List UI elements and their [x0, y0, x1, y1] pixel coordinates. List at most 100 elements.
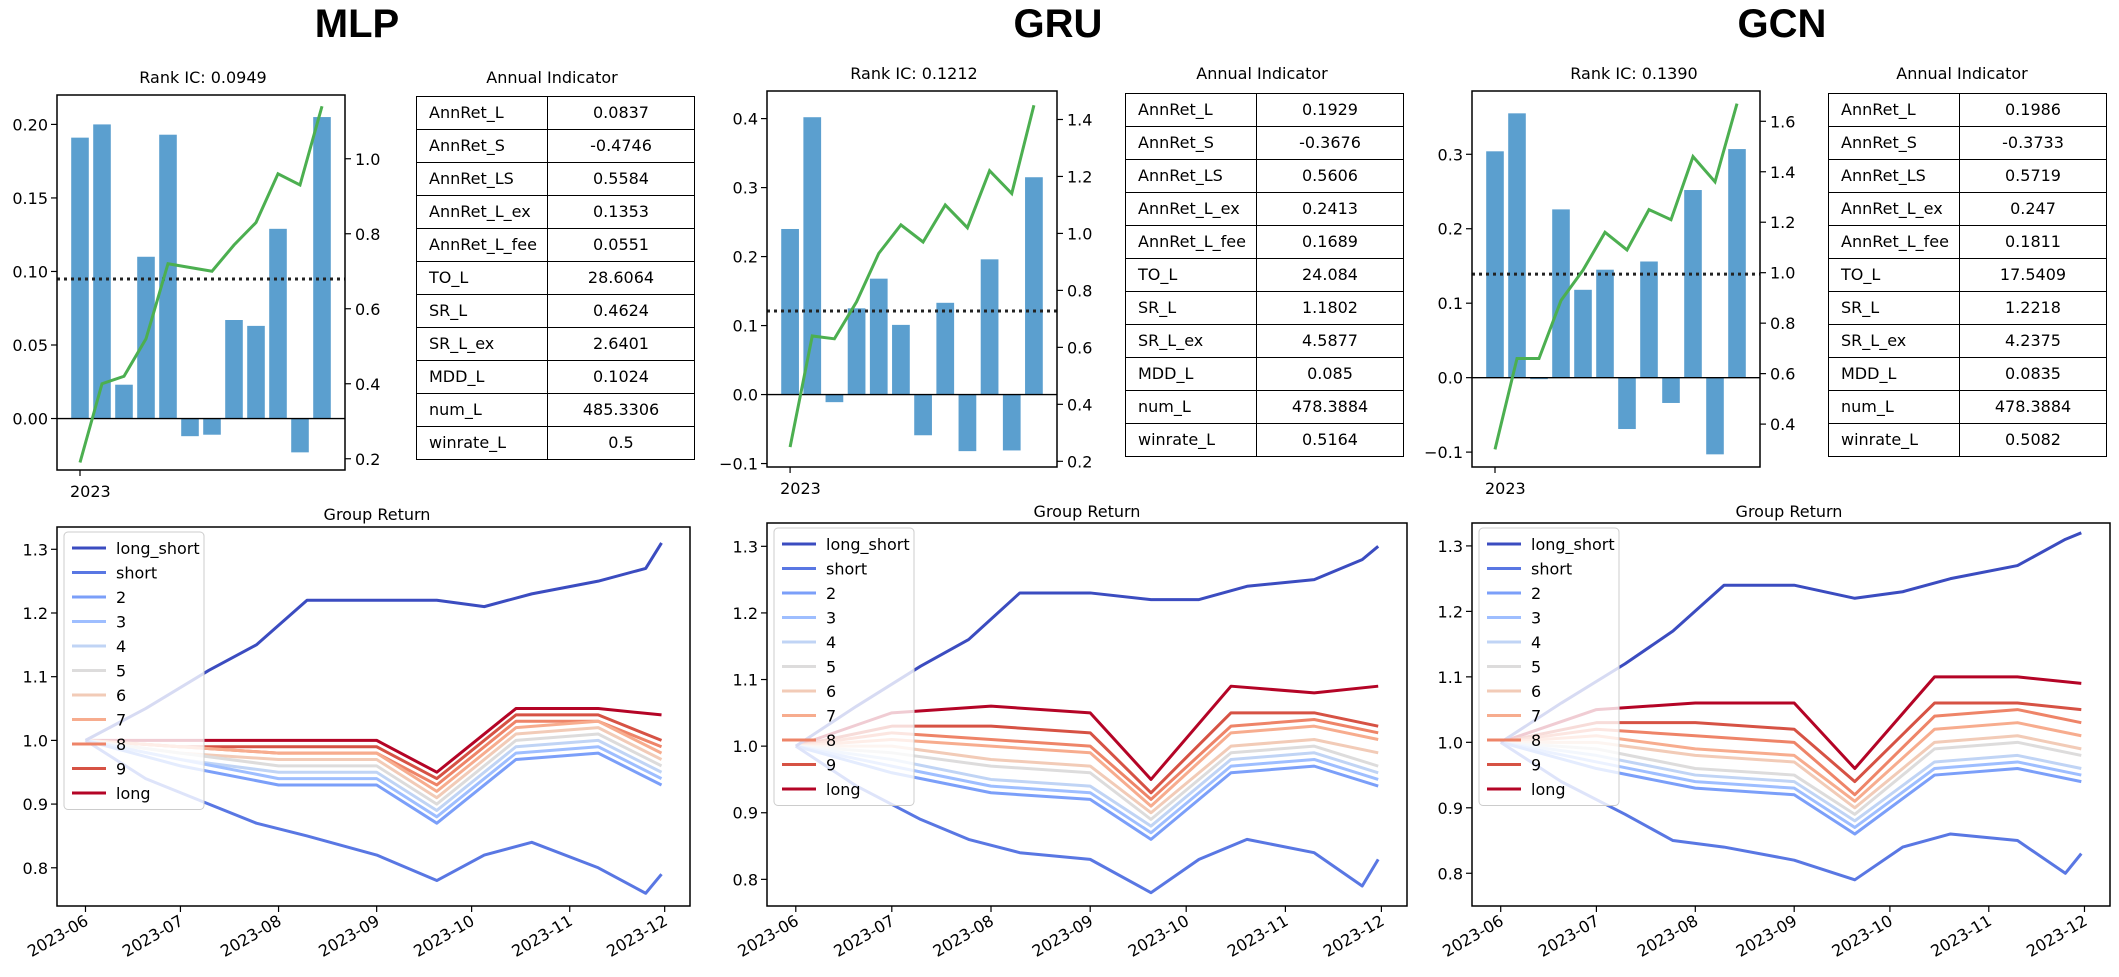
legend-box: [63, 531, 205, 810]
legend-label: long_short: [826, 535, 910, 555]
indicator-value: 0.0837: [547, 96, 695, 130]
indicator-value: 0.5584: [547, 162, 695, 196]
y-tick-label: 0.1: [733, 317, 758, 336]
ic-bar: [1552, 209, 1570, 378]
indicator-name: AnnRet_LS: [1125, 159, 1257, 193]
indicator-row: AnnRet_L 0.1986: [1828, 93, 2107, 127]
y-tick-label: 1.1: [23, 668, 48, 687]
indicator-row: AnnRet_L 0.1929: [1125, 93, 1404, 127]
indicator-name: winrate_L: [1125, 423, 1257, 457]
y-tick-label: 0.9: [23, 795, 48, 814]
ic-bar: [825, 394, 844, 403]
y-tick-label: 0.05: [12, 336, 48, 355]
y2-tick-label: 0.8: [1770, 314, 1795, 333]
legend-label: short: [116, 564, 157, 583]
y-tick-label: 1.0: [733, 737, 758, 756]
legend-box: [773, 527, 915, 806]
indicator-row: winrate_L 0.5: [416, 426, 695, 460]
ic-bar: [1486, 151, 1504, 378]
legend-label: 3: [826, 609, 836, 628]
indicator-name: AnnRet_S: [416, 129, 548, 163]
legend-label: 5: [116, 662, 126, 681]
indicator-row: AnnRet_L_ex 0.2413: [1125, 192, 1404, 226]
indicator-name: AnnRet_S: [1125, 126, 1257, 160]
legend-label: short: [826, 560, 867, 579]
ic-bar: [869, 278, 888, 395]
y-tick-label: 1.3: [23, 540, 48, 559]
legend-label: 4: [116, 637, 126, 656]
legend-label: 5: [826, 658, 836, 677]
y2-tick-label: 1.0: [1770, 264, 1795, 283]
indicator-name: AnnRet_L_ex: [1125, 192, 1257, 226]
y2-tick-label: 1.2: [1770, 213, 1795, 232]
x-tick-label: 2023-06: [1439, 911, 1506, 961]
series-line: [794, 744, 1380, 895]
ic-bar: [1508, 113, 1526, 378]
cumulative-ic-line: [78, 105, 324, 463]
legend-label: 9: [826, 756, 836, 775]
ic-bar: [803, 117, 822, 395]
legend-label: 3: [116, 613, 126, 632]
ic-bar: [936, 302, 955, 395]
indicator-table-gcn: AnnRet_L 0.1986 AnnRet_S -0.3733 AnnRet_LS 0.…: [1828, 93, 2107, 457]
indicator-row: SR_L_ex 4.2375: [1828, 324, 2107, 358]
rank-ic-title-mlp: Rank IC: 0.0949: [139, 68, 267, 87]
group-return-title-mlp: Group Return: [323, 505, 431, 524]
cumulative-ic-line: [788, 104, 1036, 448]
indicator-value: -0.3733: [1959, 126, 2107, 160]
indicator-row: AnnRet_L 0.0837: [416, 96, 695, 130]
indicator-name: AnnRet_L_ex: [1828, 192, 1960, 226]
legend-label: 6: [826, 682, 836, 701]
indicator-name: MDD_L: [1828, 357, 1960, 391]
indicator-name: AnnRet_L_ex: [416, 195, 548, 229]
y-tick-label: 1.2: [733, 604, 758, 623]
indicator-table-mlp: AnnRet_L 0.0837 AnnRet_S -0.4746 AnnRet_LS 0.…: [416, 96, 695, 460]
legend-label: 2: [116, 588, 126, 607]
x-tick-label: 2023-12: [603, 911, 670, 961]
y-tick-label: 0.9: [1438, 799, 1463, 818]
x-tick-label: 2023-12: [2023, 911, 2090, 961]
ic-bar: [847, 308, 866, 395]
y-tick-label: 0.8: [1438, 864, 1463, 883]
ic-bar: [980, 259, 999, 395]
indicator-row: AnnRet_L_ex 0.1353: [416, 195, 695, 229]
indicator-value: 478.3884: [1256, 390, 1404, 424]
indicator-row: num_L 485.3306: [416, 393, 695, 427]
ic-bar: [1596, 269, 1614, 378]
plot-frame: [766, 90, 1058, 468]
indicator-table-gru: AnnRet_L 0.1929 AnnRet_S -0.3676 AnnRet_LS 0.…: [1125, 93, 1404, 457]
indicator-name: AnnRet_L_fee: [1828, 225, 1960, 259]
x-tick-label: 2023-10: [1125, 911, 1192, 961]
indicator-name: AnnRet_L_fee: [416, 228, 548, 262]
x-tick-label: 2023-09: [315, 911, 382, 961]
indicator-value: -0.4746: [547, 129, 695, 163]
ic-bar: [225, 320, 243, 419]
plot-frame: [766, 522, 1408, 907]
x-tick-label: 2023-12: [1320, 911, 1387, 961]
indicator-value: 0.5606: [1256, 159, 1404, 193]
indicator-value: 0.1929: [1256, 93, 1404, 127]
indicator-row: AnnRet_LS 0.5606: [1125, 159, 1404, 193]
indicator-value: 0.247: [1959, 192, 2107, 226]
ic-bar: [1025, 177, 1043, 395]
x-tick-label: 2023-08: [217, 911, 284, 961]
indicator-row: winrate_L 0.5082: [1828, 423, 2107, 457]
indicator-name: TO_L: [1828, 258, 1960, 292]
ic-bar: [93, 124, 111, 419]
x-tick-label: 2023-07: [830, 911, 897, 961]
legend-label: 2: [1531, 584, 1541, 603]
indicator-value: 485.3306: [547, 393, 695, 427]
indicator-title-mlp: Annual Indicator: [486, 68, 618, 87]
indicator-value: 24.084: [1256, 258, 1404, 292]
indicator-row: AnnRet_S -0.3733: [1828, 126, 2107, 160]
ic-bar: [291, 418, 309, 453]
group-return-chart-gcn: 0.8 0.9 1.0 1.1 1.2 1.3 2023-06 2023-07 2023-08 2…: [1438, 522, 2111, 961]
y-tick-label: 0.20: [12, 115, 48, 134]
legend-label: long_short: [116, 539, 200, 559]
legend-label: 8: [1531, 731, 1541, 750]
y2-tick-label: 0.4: [355, 375, 380, 394]
legend-label: 7: [826, 707, 836, 726]
x-tick-label: 2023: [780, 479, 821, 498]
ic-bar: [313, 117, 331, 419]
indicator-row: MDD_L 0.1024: [416, 360, 695, 394]
